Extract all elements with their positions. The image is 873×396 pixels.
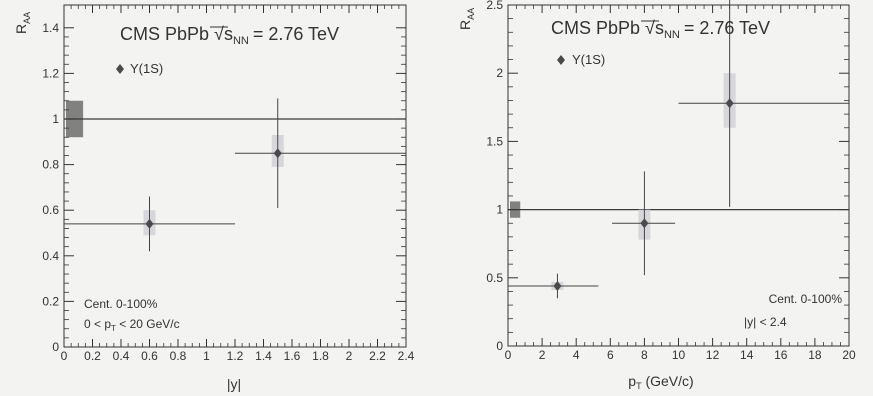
- data-point-2: [640, 218, 649, 229]
- header-text: CMS PbPb √sNN = 2.76 TeV: [120, 24, 339, 47]
- header-prefix: CMS PbPb: [551, 18, 645, 38]
- x-axis-title-tail: (GeV/c): [642, 373, 694, 389]
- sqrt-symbol: √: [645, 18, 655, 38]
- y-tick-label: 0: [496, 339, 503, 353]
- header-energy: = 2.76 TeV: [253, 24, 339, 44]
- x-tick-label: 10: [672, 348, 686, 362]
- y-tick-label: 0: [52, 340, 59, 354]
- x-tick-label: 1.4: [255, 349, 272, 363]
- data-point-1: [145, 218, 154, 229]
- x-tick-label: 0: [505, 348, 512, 362]
- chart-panel-left: 0 0.2 0.4 0.6 0.8 1 1.2 1.4 1.6 1.8 2 2.2 2.4 0 0.2 0.4…: [13, 4, 415, 392]
- x-tick-label: 18: [808, 348, 822, 362]
- axis-ticks-left: 0 0.2 0.4 0.6 0.8 1 1.2 1.4 1.6 1.8 2 2.2 2.4 0 0.2 0.4…: [42, 5, 415, 363]
- x-tick-label: 6: [607, 348, 614, 362]
- annotation-centrality: Cent. 0-100%: [769, 292, 843, 306]
- y-tick-label: 1: [496, 203, 503, 217]
- x-tick-label: 0.6: [141, 349, 158, 363]
- x-tick-label: 1: [203, 349, 210, 363]
- legend-label: Υ(1S): [572, 52, 605, 67]
- y-tick-label: 0.2: [42, 294, 59, 308]
- x-tick-label: 2.4: [398, 349, 415, 363]
- annotation-pt-prefix: 0 < p: [84, 317, 111, 331]
- header-s: s: [224, 24, 233, 44]
- sqrt-symbol: √: [214, 24, 224, 44]
- y-tick-label: 1.4: [42, 21, 59, 35]
- annotation-pt-range: 0 < pT < 20 GeV/c: [84, 317, 180, 333]
- svg-text:RAA: RAA: [13, 12, 32, 34]
- header-s: s: [655, 18, 664, 38]
- x-tick-label: 0.2: [84, 349, 101, 363]
- x-tick-label: 1.8: [312, 349, 329, 363]
- y-axis-title: RAA: [13, 12, 32, 34]
- y-tick-label: 1.5: [486, 134, 503, 148]
- annotation-centrality: Cent. 0-100%: [84, 297, 158, 311]
- x-tick-label: 2: [539, 348, 546, 362]
- x-tick-label: 20: [842, 348, 856, 362]
- legend-label: Υ(1S): [130, 61, 163, 76]
- x-axis-title: pT (GeV/c): [628, 373, 693, 391]
- x-axis-title-main: p: [628, 373, 636, 389]
- y-axis-title-sub: AA: [22, 12, 32, 24]
- x-axis-title-sub: T: [636, 381, 642, 391]
- y-tick-label: 1.2: [42, 66, 59, 80]
- y-axis-title-sub: AA: [466, 8, 476, 20]
- data-point-1: [553, 280, 562, 291]
- y-tick-label: 2: [496, 66, 503, 80]
- y-axis-title: RAA: [457, 8, 476, 30]
- annotation-pt-sub: T: [111, 324, 116, 333]
- x-tick-label: 2.2: [369, 349, 386, 363]
- y-tick-label: 2.5: [486, 0, 503, 12]
- y-tick-label: 0.8: [42, 158, 59, 172]
- x-tick-label: 14: [740, 348, 754, 362]
- axis-ticks-right: 0 2 4 6 8 10 12 14 16 18 20 0 0.5 1 1.5 2 2.5: [486, 0, 856, 362]
- x-tick-label: 16: [774, 348, 788, 362]
- x-tick-label: 4: [573, 348, 580, 362]
- y-tick-label: 0.4: [42, 249, 59, 263]
- x-tick-label: 0: [61, 349, 68, 363]
- chart-panel-right: 0 2 4 6 8 10 12 14 16 18 20 0 0.5 1 1.5 2 2.5 CMS PbPb √…: [457, 0, 856, 391]
- x-tick-label: 1.6: [284, 349, 301, 363]
- x-axis-title: |y|: [227, 376, 241, 392]
- y-tick-label: 0.5: [486, 271, 503, 285]
- chart-marks-left: [64, 98, 406, 252]
- svg-text:RAA: RAA: [457, 8, 476, 30]
- annotation-y-range: |y| < 2.4: [744, 315, 787, 329]
- y-tick-label: 0.6: [42, 203, 59, 217]
- header-nn: NN: [233, 35, 249, 47]
- legend-marker: [116, 64, 124, 74]
- x-tick-label: 0.4: [113, 349, 130, 363]
- y-axis-title-main: R: [457, 20, 473, 30]
- x-tick-label: 1.2: [227, 349, 244, 363]
- data-point-2: [273, 148, 282, 159]
- chart-marks-right: [508, 0, 849, 299]
- legend-marker: [557, 55, 565, 65]
- y-tick-label: 1: [52, 112, 59, 126]
- header-nn: NN: [664, 29, 680, 41]
- x-tick-label: 0.8: [170, 349, 187, 363]
- x-tick-label: 8: [641, 348, 648, 362]
- header-text: CMS PbPb √sNN = 2.76 TeV: [551, 18, 770, 41]
- data-point-3: [725, 98, 734, 109]
- header-prefix: CMS PbPb: [120, 24, 214, 44]
- x-tick-label: 2: [346, 349, 353, 363]
- annotation-pt-tail: < 20 GeV/c: [116, 317, 180, 331]
- x-tick-label: 12: [706, 348, 720, 362]
- y-axis-title-main: R: [13, 24, 29, 34]
- header-energy: = 2.76 TeV: [684, 18, 770, 38]
